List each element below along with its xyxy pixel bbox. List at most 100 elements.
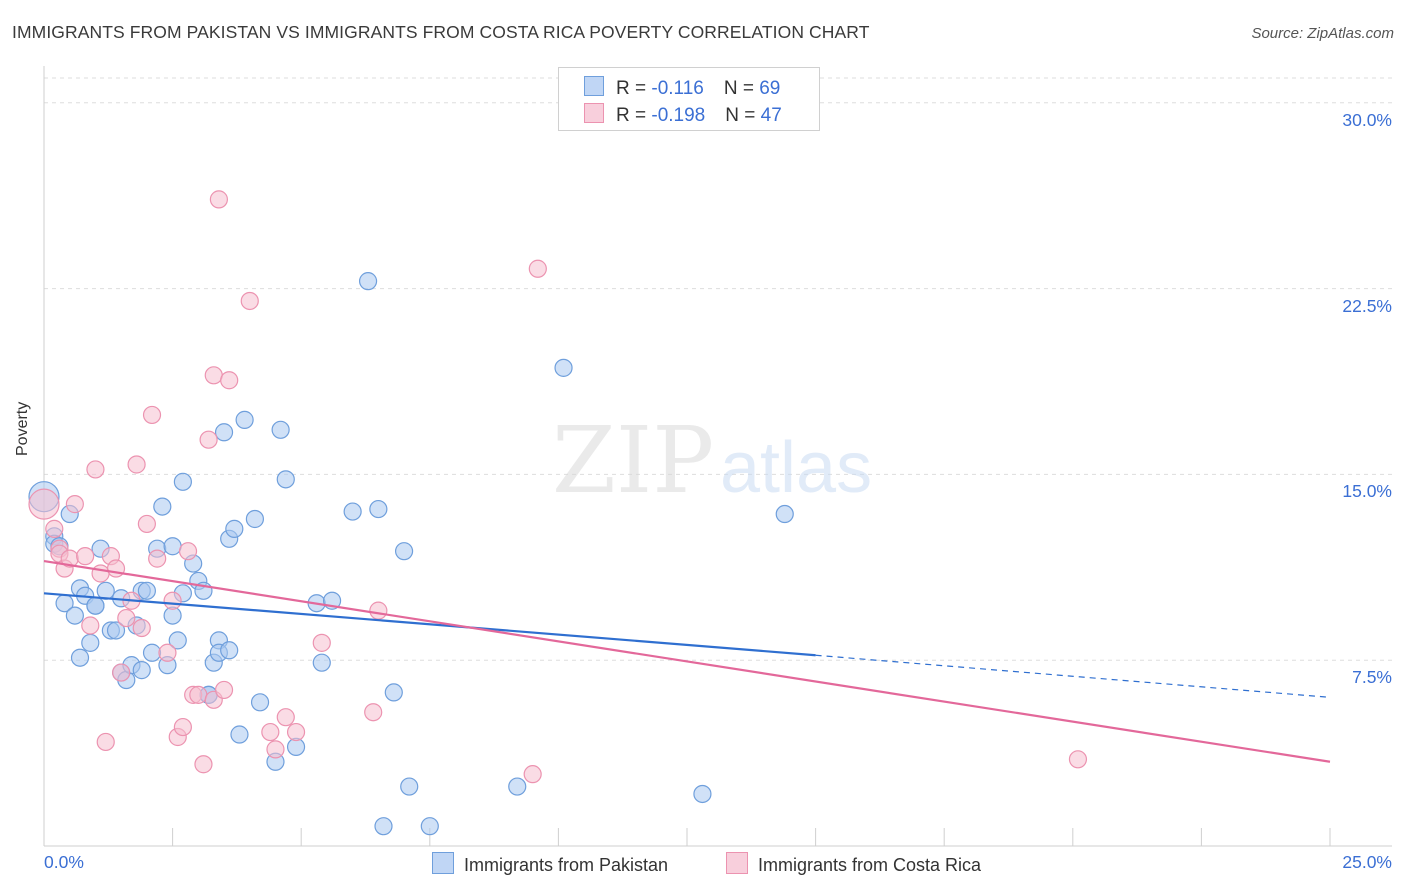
point-pakistan: [358, 272, 378, 291]
point-pakistan: [86, 596, 105, 615]
point-pakistan: [214, 423, 234, 442]
point-pakistan: [276, 470, 295, 489]
chart-title: IMMIGRANTS FROM PAKISTAN VS IMMIGRANTS F…: [12, 22, 870, 42]
point-costa-rica: [91, 564, 110, 583]
point-pakistan: [384, 683, 403, 702]
x-tick-label-min: 0.0%: [44, 852, 84, 872]
point-costa-rica: [112, 663, 131, 682]
legend-n-value: 69: [759, 78, 781, 99]
point-pakistan: [693, 784, 712, 804]
legend-n-value: 47: [760, 105, 782, 126]
point-pakistan: [343, 502, 362, 521]
point-costa-rica: [312, 633, 331, 652]
grid-lines: [44, 77, 1392, 661]
point-costa-rica: [178, 542, 198, 561]
trend-line-pakistan: [43, 592, 816, 657]
watermark-zip: ZIP: [552, 407, 714, 514]
point-pakistan: [81, 633, 100, 652]
point-pakistan: [70, 648, 90, 667]
point-pakistan: [106, 621, 126, 640]
point-pakistan: [374, 817, 393, 836]
point-costa-rica: [286, 722, 306, 742]
point-pakistan: [312, 653, 331, 672]
series-costa-rica: [28, 190, 1088, 784]
trend-line-costa-rica: [43, 560, 1331, 763]
point-costa-rica: [194, 755, 213, 774]
point-costa-rica: [117, 608, 136, 628]
legend-n-label: N =: [723, 78, 760, 99]
point-costa-rica: [86, 460, 105, 479]
legend-n-label: N =: [725, 105, 761, 126]
y-tick-label: 22.5%: [1342, 295, 1392, 316]
legend-row-pakistan: R = -0.116 N = 69: [584, 76, 781, 99]
point-pakistan: [554, 358, 573, 377]
point-pakistan: [250, 693, 270, 712]
point-pakistan: [230, 725, 249, 744]
point-costa-rica: [214, 680, 234, 700]
point-costa-rica: [148, 549, 167, 568]
point-costa-rica: [142, 405, 162, 425]
point-pakistan: [137, 581, 156, 600]
legend-swatch-pakistan: [584, 76, 604, 96]
point-costa-rica: [369, 601, 388, 620]
bottom-legend-swatch-pakistan: [432, 852, 454, 874]
legend-r-value: -0.198: [651, 105, 706, 126]
point-pakistan: [508, 777, 527, 796]
bottom-legend-label: Immigrants from Pakistan: [464, 855, 669, 875]
point-pakistan: [271, 420, 290, 439]
point-costa-rica: [106, 559, 126, 578]
point-costa-rica: [276, 708, 295, 727]
bottom-legend-swatch-costa-rica: [726, 852, 748, 874]
point-costa-rica: [173, 717, 192, 737]
point-costa-rica: [65, 495, 84, 514]
series-pakistan: [28, 272, 794, 836]
point-pakistan: [173, 472, 192, 491]
point-costa-rica: [523, 765, 542, 784]
axes: [43, 66, 1392, 847]
point-pakistan: [775, 504, 794, 524]
y-tick-label: 15.0%: [1342, 481, 1392, 502]
point-costa-rica: [28, 488, 60, 520]
point-pakistan: [369, 499, 388, 519]
point-pakistan: [400, 777, 419, 796]
legend-r-value: -0.116: [651, 78, 704, 99]
point-costa-rica: [199, 430, 218, 449]
point-pakistan: [132, 661, 151, 680]
y-tick-label: 30.0%: [1342, 109, 1392, 130]
point-costa-rica: [204, 366, 223, 385]
point-costa-rica: [137, 514, 156, 534]
point-costa-rica: [240, 291, 259, 311]
point-costa-rica: [132, 618, 151, 638]
point-pakistan: [163, 537, 182, 556]
point-costa-rica: [45, 519, 64, 538]
legend-r-label: R =: [616, 78, 652, 99]
bottom-legend-label: Immigrants from Costa Rica: [758, 855, 982, 875]
point-pakistan: [65, 606, 84, 625]
y-tick-label: 7.5%: [1352, 667, 1392, 688]
x-tick-label-max: 25.0%: [1342, 852, 1392, 872]
point-pakistan: [220, 641, 239, 660]
point-pakistan: [394, 542, 414, 561]
point-pakistan: [142, 643, 162, 662]
trend-lines: [43, 560, 1331, 763]
bottom-legend-pakistan: Immigrants from Pakistan: [432, 852, 668, 876]
point-costa-rica: [127, 455, 146, 474]
bottom-legend-costa-rica: Immigrants from Costa Rica: [726, 852, 981, 876]
point-costa-rica: [189, 685, 208, 704]
point-pakistan: [235, 410, 254, 429]
legend-swatch-costa-rica: [584, 103, 604, 123]
point-costa-rica: [163, 591, 182, 610]
watermark: ZIP atlas: [552, 407, 872, 514]
point-costa-rica: [220, 371, 239, 390]
point-costa-rica: [81, 616, 100, 635]
trend-line-pakistan-extension: [815, 654, 1331, 698]
legend-r-label: R =: [616, 105, 652, 126]
point-pakistan: [420, 817, 439, 836]
point-costa-rica: [76, 547, 95, 566]
stats-legend: R = -0.116 N = 69 R = -0.198 N = 47: [558, 67, 820, 131]
point-pakistan: [168, 631, 187, 650]
point-pakistan: [225, 519, 244, 538]
point-costa-rica: [209, 190, 228, 209]
point-costa-rica: [1068, 750, 1088, 769]
